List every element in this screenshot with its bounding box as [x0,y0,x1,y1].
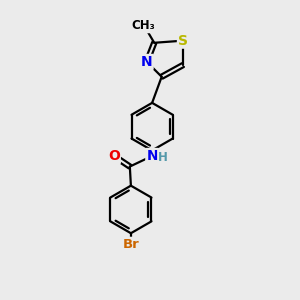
Text: O: O [108,149,120,163]
Text: N: N [146,149,158,163]
Text: CH₃: CH₃ [132,19,155,32]
Text: N: N [141,55,153,69]
Text: S: S [178,34,188,48]
Text: H: H [158,151,168,164]
Text: Br: Br [122,238,139,251]
